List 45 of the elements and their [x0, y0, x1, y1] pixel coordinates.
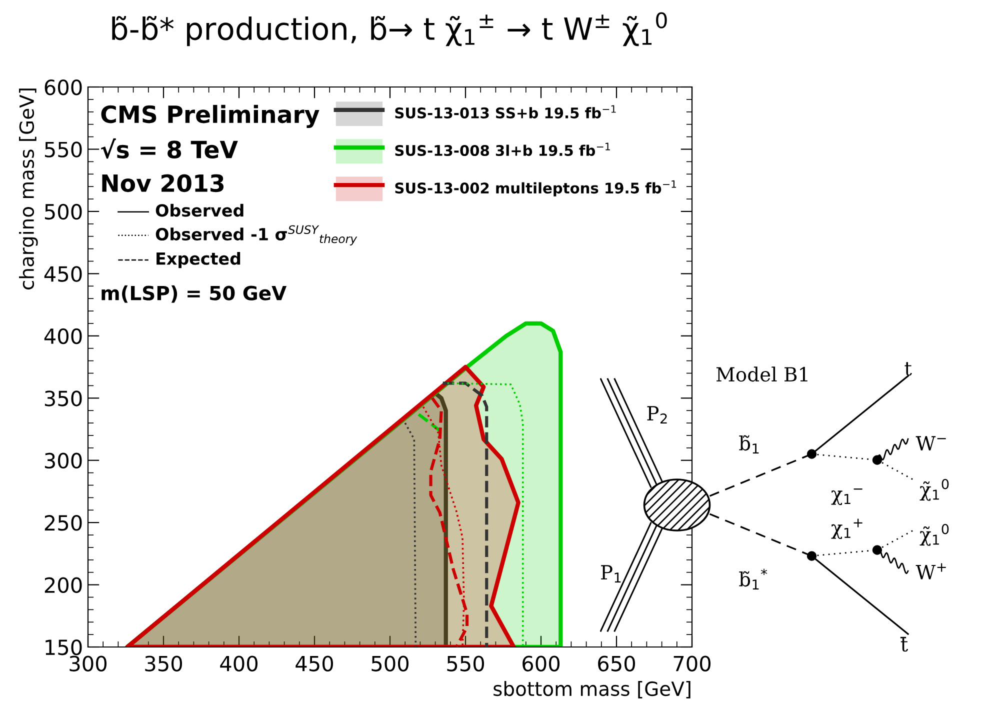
- text: χ̃$_{1}$$^{0}$: [920, 478, 949, 501]
- annotation: Observed -1 σ$^{SUSY}$$_{theory}$: [156, 225, 358, 246]
- chart-title: b̃-b̃* production, b̃→ t χ̃$_{1}$$^{±}$ → t W$^{±}$ χ̃$_{1}$$^{0}$: [112, 12, 667, 46]
- y-tick-label: 400: [44, 328, 82, 344]
- y-axis-title: chargino mass [GeV]: [19, 88, 38, 290]
- x-tick-label: 550: [447, 656, 484, 672]
- x-tick-label: 650: [598, 656, 635, 672]
- y-tick-label: 500: [44, 204, 82, 220]
- y-tick-label: 200: [44, 577, 82, 593]
- text: W$^{+}$: [916, 563, 946, 580]
- text: t: [904, 362, 912, 376]
- annotation: Nov 2013: [102, 174, 224, 192]
- annotation: CMS Preliminary: [101, 104, 320, 128]
- x-tick-label: 600: [522, 656, 560, 672]
- x-tick-label: 700: [674, 656, 710, 672]
- text: W$^{−}$: [916, 436, 946, 450]
- x-axis-title: sbottom mass [GeV]: [494, 681, 690, 698]
- text: χ̃$_{1}$$^{0}$: [920, 524, 949, 546]
- legend-label: SUS-13-008 3l+b 19.5 fb$^{−1}$: [395, 142, 610, 156]
- y-tick-label: 450: [44, 266, 82, 282]
- y-tick-label: 300: [44, 452, 82, 469]
- text: t̄: [900, 636, 908, 652]
- text: χ$_{1}$$^{+}$: [831, 518, 862, 539]
- annotation: √s = 8 TeV: [100, 138, 238, 159]
- legend-label: SUS-13-002 multileptons 19.5 fb$^{−1}$: [395, 180, 676, 196]
- text: Model B1: [716, 366, 808, 382]
- y-tick-label: 250: [44, 515, 82, 531]
- annotation: P$_{1}$: [601, 565, 621, 583]
- annotation: Observed: [156, 204, 244, 217]
- x-tick-label: 300: [70, 656, 106, 672]
- annotation: m(LSP) = 50 GeV: [102, 285, 287, 303]
- x-tick-label: 450: [296, 656, 333, 672]
- y-tick-label: 350: [44, 390, 82, 406]
- text: b̃$_{1}$: [739, 435, 759, 454]
- annotation: Expected: [156, 252, 240, 268]
- x-tick-label: 400: [220, 656, 258, 672]
- y-tick-label: 600: [44, 79, 82, 96]
- x-tick-label: 500: [372, 656, 408, 672]
- annotation: P$_{2}$: [647, 406, 667, 424]
- x-tick-label: 350: [145, 656, 182, 672]
- legend-label: SUS-13-013 SS+b 19.5 fb$^{−1}$: [395, 105, 616, 118]
- text: χ$_{1}$$^{−}$: [831, 488, 862, 506]
- y-tick-label: 150: [46, 639, 82, 656]
- text: b̃$_{1}$$^{*}$: [739, 568, 768, 590]
- y-tick-label: 550: [44, 142, 82, 158]
